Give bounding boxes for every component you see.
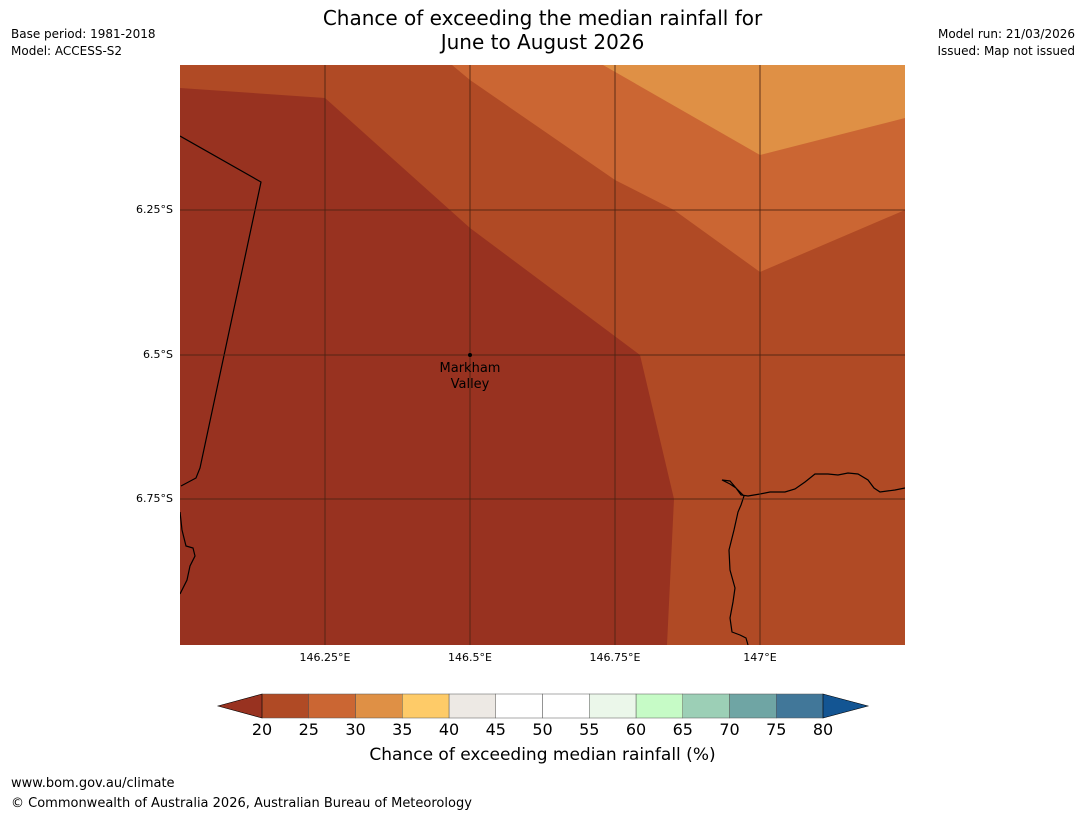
coastline-east — [721, 472, 905, 645]
metadata-left: Base period: 1981-2018 Model: ACCESS-S2 — [11, 26, 156, 60]
map-area — [180, 65, 905, 645]
colorbar-tick-label: 75 — [766, 720, 787, 739]
issued-text: Issued: Map not issued — [937, 44, 1075, 58]
lon-tick-label: 146.75°E — [590, 651, 641, 664]
colorbar-tick-label: 55 — [579, 720, 600, 739]
colorbar-tick-label: 65 — [672, 720, 693, 739]
lat-tick-label: 6.25°S — [136, 203, 173, 216]
footer-copyright: © Commonwealth of Australia 2026, Austra… — [11, 796, 472, 811]
title-line-1: Chance of exceeding the median rainfall … — [322, 6, 763, 30]
coastlines — [180, 135, 905, 645]
colorbar-segment — [635, 693, 683, 719]
colorbar-segment — [589, 693, 637, 719]
location-label-line-1: Markham — [440, 361, 501, 376]
colorbar-tick-label: 80 — [812, 720, 834, 739]
lat-tick-label: 6.75°S — [136, 492, 173, 505]
colorbar-tick-label: 45 — [485, 720, 506, 739]
colorbar-segment — [448, 693, 496, 719]
location-label-line-2: Valley — [451, 377, 490, 392]
colorbar-under-arrow — [216, 693, 263, 719]
footer-url: www.bom.gov.au/climate — [11, 776, 175, 791]
colorbar-segment — [495, 693, 543, 719]
colorbar-segment — [729, 693, 777, 719]
lon-tick-label: 146.25°E — [300, 651, 351, 664]
coastline-west — [180, 135, 262, 487]
colorbar-label: Chance of exceeding median rainfall (%) — [369, 745, 716, 765]
colorbar-segment — [402, 693, 450, 719]
metadata-right: Model run: 21/03/2026 Issued: Map not is… — [937, 26, 1075, 60]
coastline-southwest — [180, 511, 196, 595]
colorbar — [216, 693, 870, 719]
colorbar-segment — [542, 693, 590, 719]
colorbar-tick-label: 30 — [345, 720, 366, 739]
colorbar-segment — [308, 693, 356, 719]
model-text: Model: ACCESS-S2 — [11, 44, 123, 58]
base-period-text: Base period: 1981-2018 — [11, 27, 156, 41]
region-35-40 — [603, 65, 905, 155]
colorbar-segment — [776, 693, 824, 719]
colorbar-tick-label: 20 — [251, 720, 273, 739]
colorbar-tick-label: 25 — [298, 720, 319, 739]
colorbar-over-arrow — [822, 693, 870, 719]
colorbar-segment — [261, 693, 309, 719]
title-line-2: June to August 2026 — [440, 30, 645, 54]
colorbar-tick-label: 50 — [532, 720, 553, 739]
graticule — [180, 65, 905, 645]
colorbar-tick-label: 70 — [719, 720, 740, 739]
map-title: Chance of exceeding the median rainfall … — [0, 6, 1085, 54]
lon-tick-label: 146.5°E — [448, 651, 492, 664]
colorbar-tick-label: 60 — [625, 720, 647, 739]
model-run-text: Model run: 21/03/2026 — [937, 27, 1075, 41]
colorbar-segment — [682, 693, 730, 719]
lon-tick-label: 147°E — [743, 651, 776, 664]
colorbar-tick-label: 40 — [438, 720, 460, 739]
lat-tick-label: 6.5°S — [143, 348, 173, 361]
colorbar-segment — [355, 693, 403, 719]
location-marker — [468, 353, 472, 357]
colorbar-tick-label: 35 — [392, 720, 413, 739]
